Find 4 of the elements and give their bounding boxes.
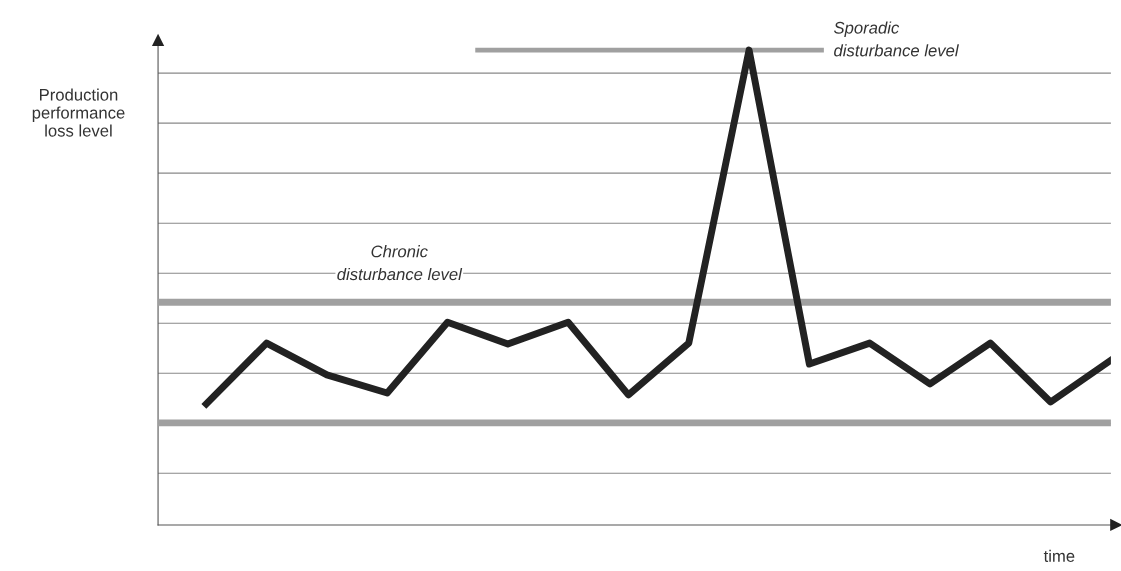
x-axis-title: time bbox=[1043, 549, 1075, 562]
y-axis-title: Production performance loss level bbox=[32, 88, 125, 137]
ref-line-label: Sporadic disturbance level bbox=[833, 21, 959, 57]
ref-line-label: Chronic disturbance level bbox=[337, 245, 463, 281]
